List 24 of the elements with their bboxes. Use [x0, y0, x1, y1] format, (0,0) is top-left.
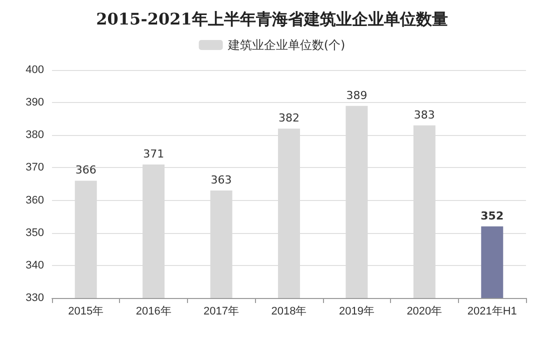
data-label: 363 — [210, 174, 232, 187]
y-tick-label: 350 — [26, 226, 44, 239]
legend-label: 建筑业企业单位数(个) — [226, 38, 346, 52]
x-tick-label: 2015年 — [68, 306, 104, 318]
data-label: 383 — [414, 108, 435, 122]
y-tick-label: 360 — [26, 194, 44, 206]
data-label: 366 — [75, 164, 96, 177]
y-tick-label: 380 — [26, 129, 44, 142]
y-tick-label: 390 — [26, 96, 44, 109]
x-tick-label: 2016年 — [136, 306, 172, 318]
y-tick-label: 340 — [26, 259, 44, 272]
y-tick-label: 400 — [26, 64, 44, 76]
chart-title: 2015-2021年上半年青海省建筑业企业单位数量 — [96, 10, 448, 28]
x-tick-label: 2020年 — [406, 306, 442, 318]
x-tick-label: 2017年 — [204, 306, 240, 318]
y-tick-label: 370 — [26, 162, 44, 174]
data-label: 382 — [278, 112, 300, 125]
x-tick-label: 2018年 — [271, 306, 307, 318]
y-tick-label: 330 — [26, 292, 44, 304]
data-label: 352 — [480, 209, 504, 222]
x-tick-label: 2019年 — [338, 306, 374, 318]
x-tick-label: 2021年H1 — [467, 306, 517, 318]
data-label: 371 — [143, 147, 164, 160]
data-label: 389 — [346, 88, 368, 102]
